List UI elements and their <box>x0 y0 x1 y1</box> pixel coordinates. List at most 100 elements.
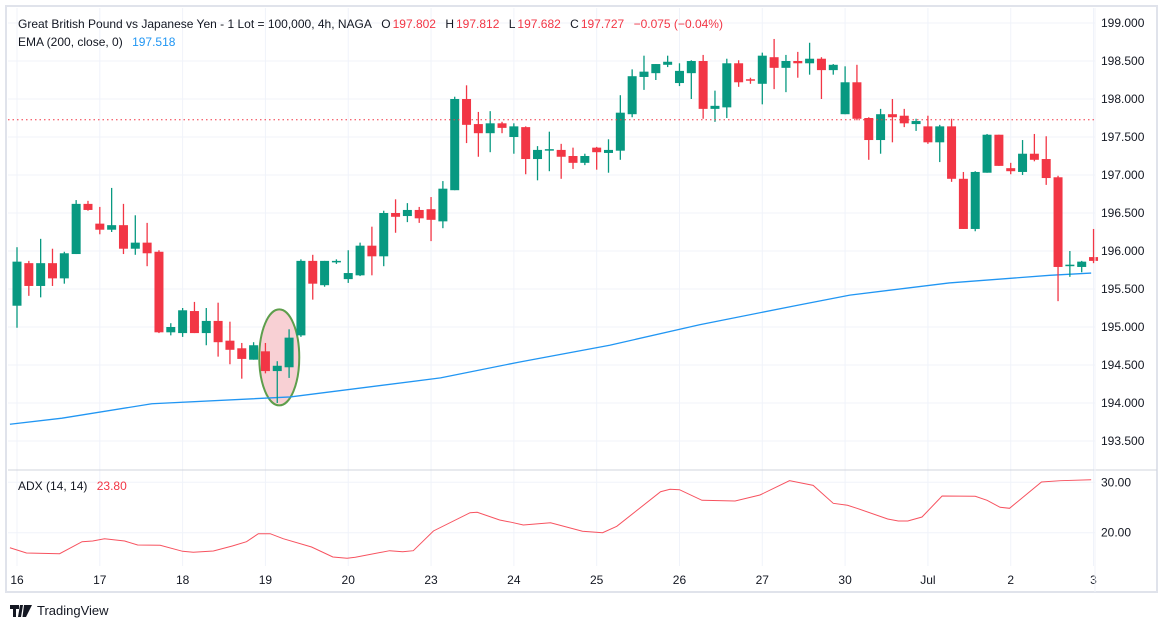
close-value: 197.727 <box>580 17 625 31</box>
candle-body <box>1006 168 1016 172</box>
price-axis-label: 194.000 <box>1101 396 1145 410</box>
candle <box>1041 136 1051 185</box>
candle <box>497 121 507 134</box>
time-axis-label: 30 <box>838 573 852 587</box>
symbol-legend[interactable]: Great British Pound vs Japanese Yen - 1 … <box>18 17 725 31</box>
candle <box>745 77 755 84</box>
candle <box>1029 133 1039 162</box>
candle-body <box>805 58 815 64</box>
candle-body <box>781 61 791 68</box>
candle <box>876 108 886 154</box>
candle-body <box>982 134 992 173</box>
open-value: 197.802 <box>392 17 436 31</box>
candle-body <box>1041 159 1051 179</box>
candle-body <box>615 112 625 151</box>
candle-body <box>1018 153 1028 172</box>
candle <box>663 55 673 68</box>
candle-body <box>864 118 874 141</box>
axes[interactable]: 199.000 198.500 198.000 197.500 197.000 196.5… <box>10 16 1144 587</box>
candle <box>130 215 140 255</box>
candle-body <box>402 209 412 217</box>
candle <box>816 57 826 99</box>
time-axis-label: 20 <box>342 573 356 587</box>
candle <box>284 329 294 378</box>
candle <box>355 242 365 277</box>
candle <box>793 51 803 78</box>
candle-body <box>663 61 673 65</box>
price-axis-label: 196.500 <box>1101 206 1145 220</box>
candle <box>1018 140 1028 175</box>
price-axis-label: 195.000 <box>1101 320 1145 334</box>
candle <box>805 42 815 75</box>
candle <box>580 153 590 166</box>
candle <box>781 54 791 93</box>
time-axis-label: 3 <box>1090 573 1097 587</box>
close-label: C <box>570 17 579 31</box>
candle-body <box>793 61 803 64</box>
candle-body <box>12 261 22 306</box>
candle <box>59 251 69 284</box>
time-axis-label: 23 <box>424 573 438 587</box>
candle-body <box>178 310 188 334</box>
candle <box>1077 260 1087 273</box>
candle <box>994 134 1004 166</box>
time-axis-label: 27 <box>756 573 770 587</box>
candle-body <box>651 64 661 74</box>
ema-value: 197.518 <box>132 35 176 49</box>
candle <box>296 259 306 337</box>
candle-body <box>958 178 968 229</box>
candle-body <box>840 82 850 115</box>
ema-legend[interactable]: EMA (200, close, 0) 197.518 <box>18 35 177 49</box>
candle-body <box>130 242 140 249</box>
candle <box>107 187 117 232</box>
candle-body <box>852 82 862 119</box>
candle-body <box>674 70 684 84</box>
candle <box>982 133 992 173</box>
candle-body <box>296 260 306 336</box>
outer-border <box>5 5 1158 593</box>
candle <box>450 96 460 191</box>
candle <box>911 118 921 131</box>
candle-body <box>95 223 105 230</box>
time-axis-label: Jul <box>920 573 935 587</box>
candle <box>556 143 566 179</box>
candle <box>1065 251 1075 277</box>
candle-body <box>355 245 365 276</box>
candle-body <box>320 260 330 286</box>
price-axis-label: 197.500 <box>1101 130 1145 144</box>
candle <box>402 203 412 223</box>
candle-body <box>769 57 779 68</box>
candle <box>166 323 176 336</box>
candle <box>639 55 649 90</box>
time-axis-label: 26 <box>673 573 687 587</box>
candle <box>852 64 862 121</box>
candle <box>521 126 531 175</box>
tradingview-brand[interactable]: TradingView <box>10 603 109 618</box>
candle-body <box>473 124 483 134</box>
candle <box>426 197 436 242</box>
candle-body <box>24 263 34 286</box>
candle-body <box>509 126 519 137</box>
candle-body <box>1077 261 1087 267</box>
low-value: 197.682 <box>517 17 561 31</box>
candle-body <box>604 149 613 153</box>
candle-body <box>118 225 128 249</box>
tradingview-logo-icon <box>10 604 32 617</box>
candle <box>947 118 957 182</box>
ema-polyline <box>9 272 1092 425</box>
candle-body <box>107 225 117 230</box>
candle <box>24 260 34 296</box>
candle-body <box>876 114 886 141</box>
candle <box>414 206 424 223</box>
candle-body <box>225 340 235 350</box>
candle <box>533 146 543 181</box>
candle <box>272 361 282 403</box>
candle-body <box>308 260 318 284</box>
adx-legend[interactable]: ADX (14, 14) 23.80 <box>18 479 129 493</box>
time-axis-label: 16 <box>10 573 24 587</box>
candle <box>592 146 602 170</box>
candle <box>828 64 838 75</box>
time-axis-label: 2 <box>1007 573 1014 587</box>
candle <box>710 90 720 122</box>
